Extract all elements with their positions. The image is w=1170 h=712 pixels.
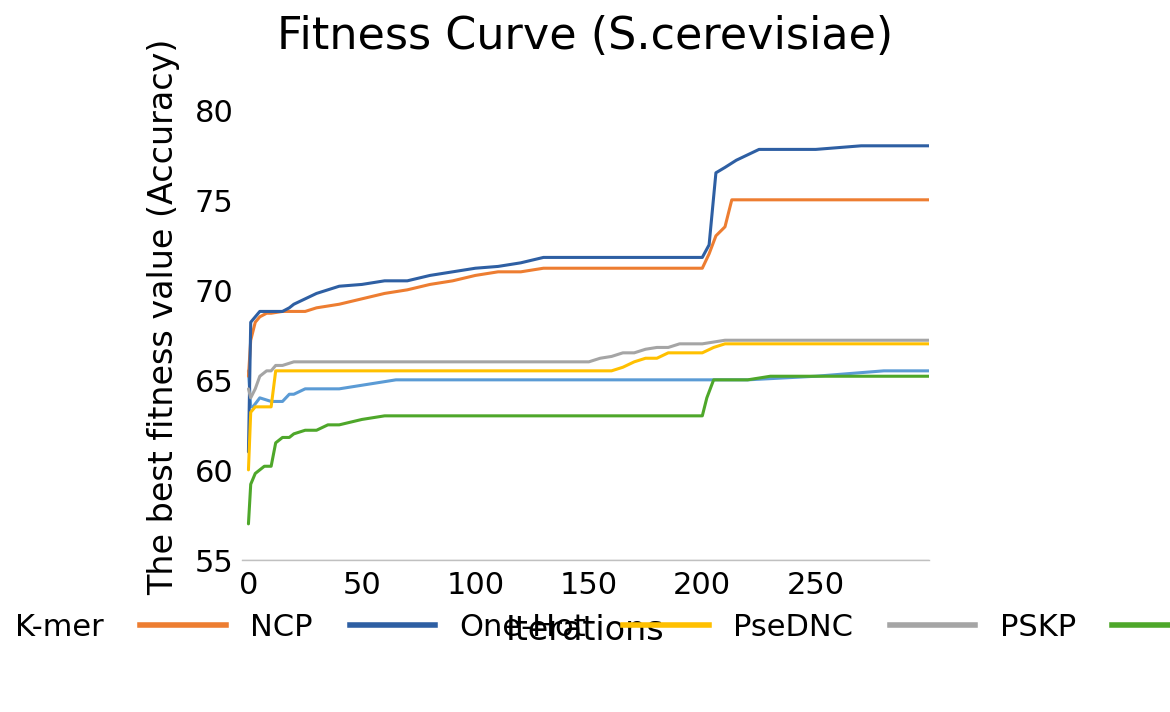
Legend: K-mer, NCP, One-Hot, PseDNC, PSKP, KD: K-mer, NCP, One-Hot, PseDNC, PSKP, KD [0,613,1170,642]
X-axis label: Iterations: Iterations [505,614,665,647]
Title: Fitness Curve (S.cerevisiae): Fitness Curve (S.cerevisiae) [277,15,893,58]
Y-axis label: The best fitness value (Accuracy): The best fitness value (Accuracy) [147,39,180,595]
